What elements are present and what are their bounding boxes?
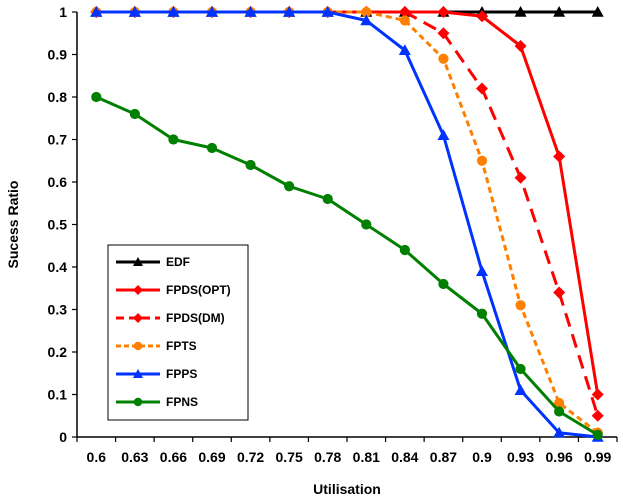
data-point [245, 159, 256, 171]
x-tick-label: 0.78 [314, 449, 341, 465]
x-tick-label: 0.96 [546, 449, 573, 465]
legend-label: FPTS [166, 339, 197, 353]
data-point [553, 6, 566, 17]
data-point [515, 300, 526, 311]
data-point [554, 406, 565, 417]
data-point [91, 91, 102, 103]
data-point [553, 150, 566, 163]
legend-marker [133, 285, 143, 295]
data-point [515, 363, 526, 375]
legend-label: FPDS(OPT) [166, 283, 231, 297]
y-tick-label: 0.8 [48, 89, 68, 105]
x-tick-label: 0.72 [237, 449, 264, 465]
data-point [399, 244, 410, 256]
y-tick-label: 1 [59, 4, 67, 20]
data-point [398, 44, 411, 56]
data-point [438, 53, 449, 64]
series-fpps [90, 6, 604, 442]
data-point [129, 108, 140, 120]
x-tick-label: 0.81 [353, 449, 380, 465]
data-point [438, 278, 449, 290]
data-point [476, 10, 488, 23]
y-tick-label: 0.6 [48, 174, 68, 190]
x-tick-label: 0.63 [121, 449, 148, 465]
data-point [167, 6, 180, 17]
data-point [514, 171, 527, 184]
data-point [591, 409, 604, 422]
x-tick-label: 0.99 [584, 449, 611, 465]
legend-marker [133, 369, 143, 378]
y-tick-label: 0.4 [48, 259, 68, 275]
legend-label: FPNS [166, 395, 198, 409]
x-axis-title: Utilisation [313, 481, 381, 497]
data-point [244, 6, 257, 17]
y-tick-label: 0.1 [48, 387, 68, 403]
x-tick-label: 0.75 [276, 449, 303, 465]
data-point [591, 388, 604, 401]
legend-marker [133, 313, 143, 323]
data-point [553, 286, 566, 299]
y-tick-label: 0.2 [48, 344, 68, 360]
series-fpns [91, 91, 603, 440]
data-point [476, 308, 488, 319]
data-point [437, 6, 450, 18]
data-point [168, 134, 179, 145]
x-tick-label: 0.93 [507, 449, 534, 465]
legend-marker [133, 341, 143, 351]
legend-label: FPPS [166, 367, 197, 381]
data-point [128, 6, 141, 17]
x-tick-label: 0.84 [391, 449, 418, 465]
x-tick-label: 0.6 [87, 449, 107, 465]
data-point [360, 14, 373, 26]
data-point [399, 15, 410, 26]
legend-box [107, 244, 249, 421]
legend-label: FPDS(DM) [166, 311, 225, 325]
legend-label: EDF [166, 255, 190, 269]
data-point [553, 426, 566, 438]
legend-marker [133, 397, 143, 407]
x-tick-label: 0.66 [160, 449, 187, 465]
data-point [514, 40, 527, 52]
data-point [206, 6, 218, 17]
y-tick-label: 0.3 [48, 302, 68, 318]
data-point [206, 142, 218, 154]
legend-marker [133, 257, 143, 266]
data-point [321, 6, 334, 17]
data-point [361, 6, 372, 18]
data-point [514, 384, 527, 396]
series-line [96, 10, 598, 439]
y-tick-label: 0.7 [48, 132, 68, 148]
data-point [554, 397, 565, 409]
data-point [284, 181, 295, 192]
data-point [361, 219, 372, 230]
data-point [592, 429, 603, 440]
legend: EDF FPDS(OPT) FPDS(DM) FPTS FPPS FPNS [107, 244, 249, 421]
data-point [514, 6, 527, 17]
x-tick-label: 0.9 [472, 449, 492, 465]
data-point [476, 265, 488, 277]
data-point [437, 27, 450, 40]
x-tick-label: 0.87 [430, 449, 457, 465]
y-tick-label: 0.9 [48, 47, 68, 63]
data-point [591, 6, 604, 17]
data-point [283, 6, 296, 17]
y-tick-label: 0.5 [48, 217, 68, 233]
data-point [437, 129, 450, 141]
y-axis-title: Sucess Ratio [5, 181, 21, 269]
data-point [476, 82, 488, 95]
data-point [398, 6, 411, 18]
data-point [90, 6, 103, 17]
data-point [476, 155, 488, 166]
data-point [322, 193, 333, 205]
y-tick-label: 0 [59, 429, 67, 445]
series-line [95, 95, 599, 437]
x-tick-label: 0.69 [198, 449, 225, 465]
plot-area: 0 0.1 0.2 0.3 0.4 0.5 0.6 0.7 0.8 0.9 1 0.6 0.63 0.66… [48, 4, 618, 465]
